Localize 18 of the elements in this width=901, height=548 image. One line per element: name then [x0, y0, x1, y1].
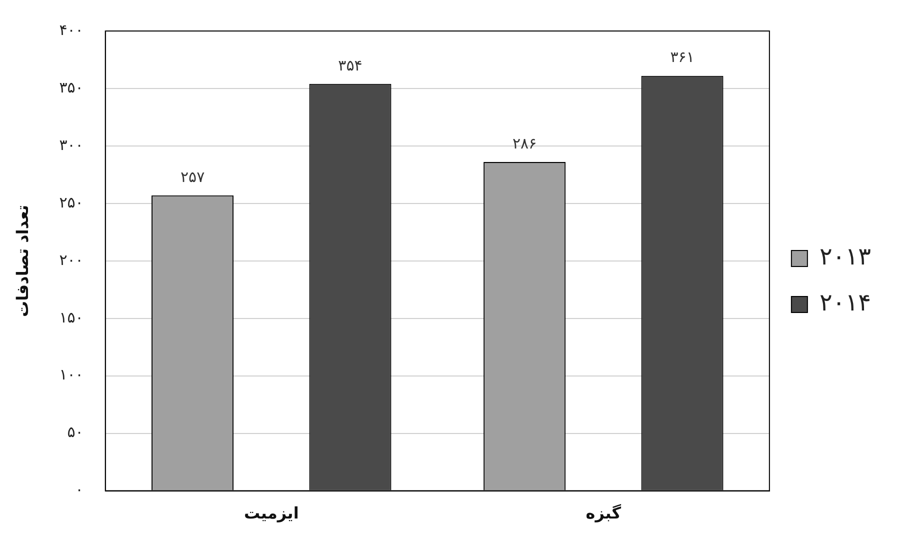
data-label: ۳۶۱ [670, 48, 694, 66]
legend-label: ۲۰۱۴ [819, 288, 871, 317]
y-tick-label: ۲۰۰ [59, 250, 84, 269]
y-tick-label: ۳۰۰ [59, 136, 84, 154]
y-tick-label: ۴۰۰ [59, 20, 84, 39]
data-label: ۲۸۶ [512, 134, 537, 152]
y-tick-label: ۰ [75, 480, 84, 499]
y-tick-label: ۱۰۰ [59, 366, 84, 384]
legend-label: ۲۰۱۳ [819, 242, 872, 271]
y-tick-label: ۳۵۰ [59, 78, 84, 96]
y-tick-label: ۱۵۰ [59, 308, 84, 326]
x-tick-label: گبزه [586, 504, 622, 523]
y-tick-label: ۲۵۰ [59, 193, 84, 212]
y-axis-title: تعداد تصادفات [12, 204, 32, 317]
y-tick-label: ۵۰ [67, 423, 84, 442]
x-tick-label: ایزمیت [244, 504, 299, 523]
data-label: ۳۵۴ [338, 56, 362, 74]
data-label: ۲۵۷ [180, 168, 205, 186]
